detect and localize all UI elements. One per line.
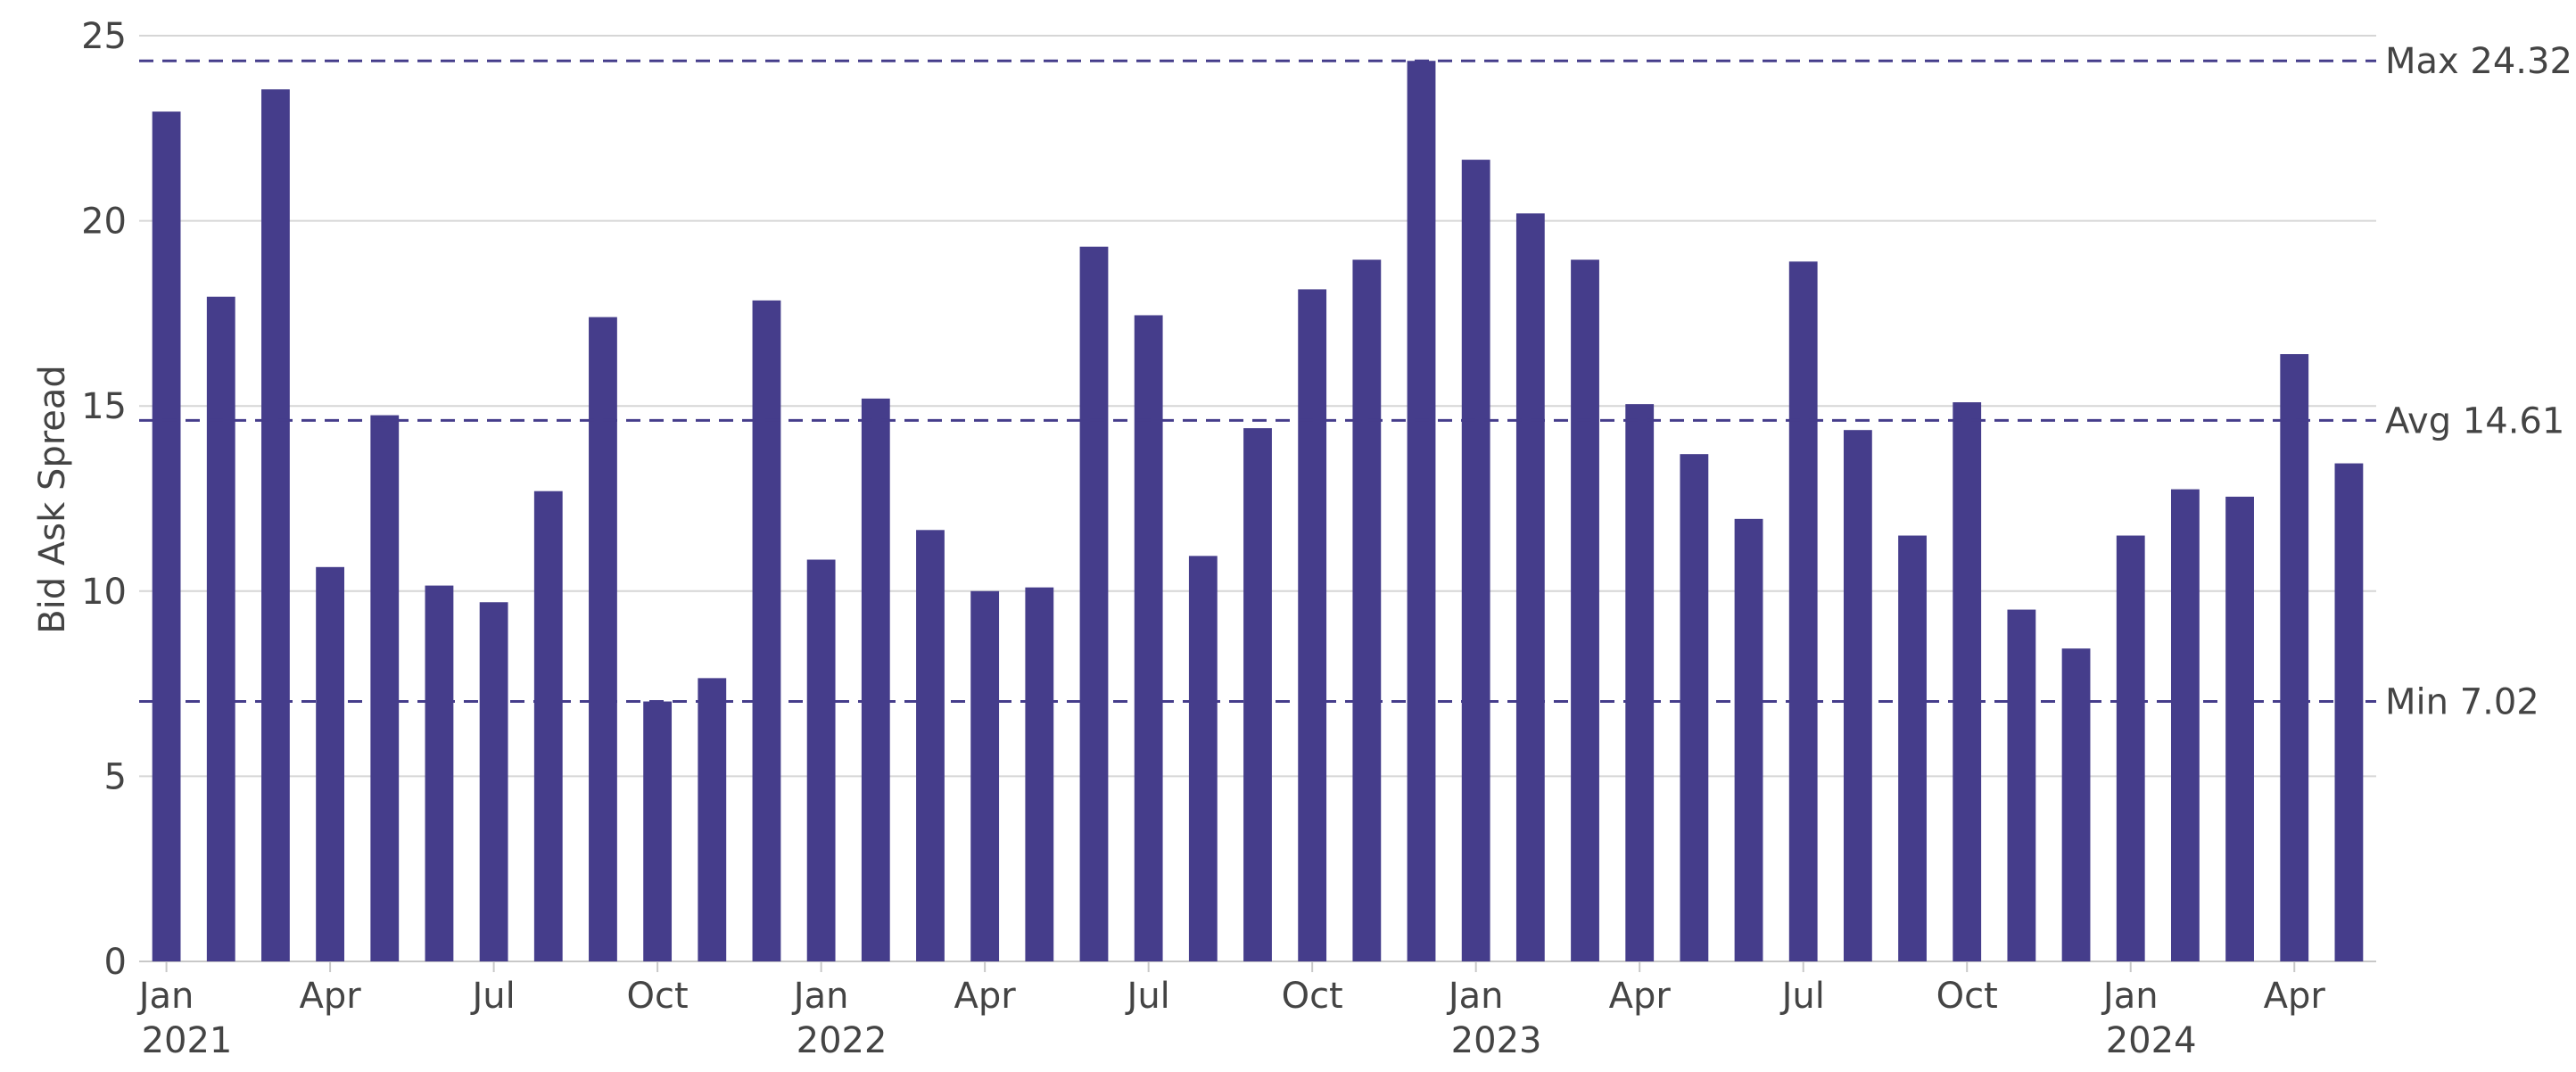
bar: [1625, 404, 1655, 961]
bar: [1788, 261, 1818, 962]
y-tick-label: 10: [81, 572, 127, 613]
bar: [2225, 496, 2254, 961]
x-tick-year-label: 2023: [1451, 1020, 1542, 1061]
bar: [1243, 428, 1272, 961]
ref-label-max: Max 24.32: [2385, 41, 2572, 82]
bar: [2007, 609, 2036, 961]
y-tick-label: 0: [104, 942, 127, 983]
bar: [1898, 535, 1927, 961]
bar: [589, 317, 617, 961]
y-tick-label: 5: [104, 756, 127, 797]
bar: [1953, 402, 1982, 962]
bar: [1025, 587, 1054, 961]
bar: [1352, 260, 1382, 961]
bar: [2170, 489, 2200, 961]
x-tick-label: Oct: [627, 976, 689, 1017]
bar: [1134, 315, 1163, 961]
bar: [1734, 518, 1763, 961]
bar: [970, 590, 1000, 961]
x-tick-year-label: 2021: [142, 1020, 233, 1061]
ref-label-min: Min 7.02: [2385, 682, 2539, 723]
bar: [261, 89, 290, 962]
bar: [479, 602, 508, 961]
ref-label-avg: Avg 14.61: [2385, 400, 2564, 441]
bar: [698, 678, 727, 961]
bar: [206, 296, 235, 961]
bar: [1571, 260, 1599, 961]
x-tick-label: Jul: [469, 976, 515, 1017]
bar: [1515, 213, 1545, 961]
y-axis-title: Bid Ask Spread: [32, 365, 73, 634]
x-tick-label: Apr: [2264, 976, 2326, 1017]
bar: [1188, 556, 1218, 961]
x-tick-label: Jan: [2101, 976, 2159, 1017]
x-tick-label: Oct: [1282, 976, 1343, 1017]
x-tick-label: Jan: [1446, 976, 1504, 1017]
bar: [2280, 354, 2309, 961]
x-tick-label: Apr: [954, 976, 1017, 1017]
x-tick-label: Jul: [1779, 976, 1825, 1017]
bar: [2061, 648, 2091, 961]
bar: [1407, 61, 1436, 962]
y-tick-label: 15: [81, 386, 127, 427]
reference-lines: Max 24.32 Avg 14.61 Min 7.02: [139, 41, 2572, 723]
bar: [861, 398, 890, 961]
bar: [2334, 463, 2364, 961]
x-tick-label: Apr: [299, 976, 361, 1017]
bar: [752, 300, 781, 961]
bar: [1843, 430, 1872, 961]
bar: [370, 415, 400, 962]
x-tick-year-label: 2022: [797, 1020, 888, 1061]
bar: [1680, 454, 1709, 961]
bar: [806, 559, 836, 961]
bar: [1079, 246, 1109, 961]
bar: [916, 530, 945, 961]
bars: [152, 61, 2364, 962]
x-tick-label: Jul: [1125, 976, 1170, 1017]
bar: [533, 491, 563, 961]
x-tick-year-label: 2024: [2106, 1020, 2197, 1061]
bar: [1298, 289, 1327, 961]
bar: [1461, 160, 1490, 962]
y-tick-label: 20: [81, 202, 127, 243]
x-tick-label: Oct: [1936, 976, 1998, 1017]
x-tick-label: Jan: [791, 976, 849, 1017]
bar: [2116, 535, 2145, 961]
bar: [425, 585, 454, 961]
bar: [643, 701, 673, 961]
x-tick-label: Apr: [1609, 976, 1672, 1017]
y-tick-label: 25: [81, 16, 127, 57]
bar: [316, 566, 345, 961]
bar: [152, 111, 181, 962]
x-tick-label: Jan: [136, 976, 194, 1017]
y-axis-ticks: 0 5 10 15 20 25: [81, 16, 127, 983]
